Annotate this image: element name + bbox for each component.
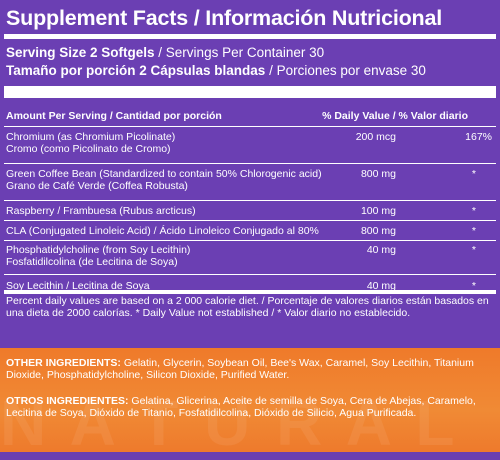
amount-header: Amount Per Serving / Cantidad por porció… bbox=[6, 110, 222, 122]
serving-size-bold: Serving Size 2 Softgels bbox=[6, 45, 155, 60]
serving-divider bbox=[4, 86, 496, 98]
daily-value-footnote: Percent daily values are based on a 2 00… bbox=[6, 295, 489, 319]
title-divider bbox=[4, 34, 496, 39]
servings-per-container-es: / Porciones por envase 30 bbox=[265, 63, 426, 78]
nutrient-daily-value: 167% bbox=[465, 131, 492, 143]
nutrient-name: CLA (Conjugated Linoleic Acid) / Ácido L… bbox=[6, 225, 319, 237]
otros-ingredientes: OTROS INGREDIENTES: Gelatina, Glicerina,… bbox=[6, 395, 494, 419]
other-ingredients-text: Gelatin, Glycerin, Soybean Oil, Bee's Wa… bbox=[6, 357, 474, 381]
table-row: Phosphatidylcholine (from Soy Lecithin) … bbox=[4, 240, 496, 275]
nutrient-amount: 800 mg bbox=[360, 168, 396, 180]
ingredients-panel: N A T U R A L bbox=[0, 348, 500, 459]
nutrient-daily-value: * bbox=[471, 225, 476, 237]
nutrient-daily-value: * bbox=[471, 280, 476, 292]
nutrient-name: Soy Lecithin / Lecitina de Soya bbox=[6, 280, 150, 292]
nutrient-amount: 100 mg bbox=[360, 205, 396, 217]
otros-ingredientes-text: Gelatina, Glicerina, Aceite de semilla d… bbox=[6, 395, 476, 419]
table-row: Soy Lecithin / Lecitina de Soya 40 mg * bbox=[4, 274, 496, 295]
nutrient-name-es: Fosfatidilcolina (de Lecitina de Soya) bbox=[6, 256, 178, 268]
table-bottom-divider bbox=[4, 290, 496, 294]
panel-title: Supplement Facts / Información Nutricion… bbox=[6, 6, 442, 30]
servings-per-container: / Servings Per Container 30 bbox=[154, 45, 325, 60]
table-row: Chromium (as Chromium Picolinate) Cromo … bbox=[4, 126, 496, 164]
nutrient-daily-value: * bbox=[471, 205, 476, 217]
serving-size-bold-es: Tamaño por porción 2 Cápsulas blandas bbox=[6, 63, 266, 78]
serving-size-line: Serving Size 2 Softgels / Servings Per C… bbox=[6, 45, 324, 60]
otros-ingredientes-label: OTROS INGREDIENTES: bbox=[6, 395, 129, 407]
other-ingredients-label: OTHER INGREDIENTS: bbox=[6, 357, 121, 369]
nutrient-amount: 200 mcg bbox=[355, 131, 396, 143]
table-row: Green Coffee Bean (Standardized to conta… bbox=[4, 163, 496, 201]
background-watermark: N A T U R A L bbox=[0, 387, 459, 459]
nutrient-daily-value: * bbox=[471, 168, 476, 180]
serving-size-line-es: Tamaño por porción 2 Cápsulas blandas / … bbox=[6, 63, 426, 78]
daily-value-header: % Daily Value / % Valor diario bbox=[322, 110, 468, 122]
other-ingredients: OTHER INGREDIENTS: Gelatin, Glycerin, So… bbox=[6, 357, 494, 381]
nutrient-amount: 40 mg bbox=[366, 280, 396, 292]
nutrient-name: Raspberry / Frambuesa (Rubus arcticus) bbox=[6, 205, 196, 217]
nutrient-name: Green Coffee Bean (Standardized to conta… bbox=[6, 168, 322, 180]
nutrient-amount: 40 mg bbox=[366, 244, 396, 256]
nutrient-name-es: Grano de Café Verde (Coffea Robusta) bbox=[6, 180, 188, 192]
nutrient-name: Chromium (as Chromium Picolinate) bbox=[6, 131, 176, 143]
nutrient-daily-value: * bbox=[471, 244, 476, 256]
nutrient-name: Phosphatidylcholine (from Soy Lecithin) bbox=[6, 244, 191, 256]
table-row: CLA (Conjugated Linoleic Acid) / Ácido L… bbox=[4, 220, 496, 241]
nutrient-name-es: Cromo (como Picolinato de Cromo) bbox=[6, 143, 171, 155]
table-row: Raspberry / Frambuesa (Rubus arcticus) 1… bbox=[4, 200, 496, 221]
nutrient-amount: 800 mg bbox=[360, 225, 396, 237]
